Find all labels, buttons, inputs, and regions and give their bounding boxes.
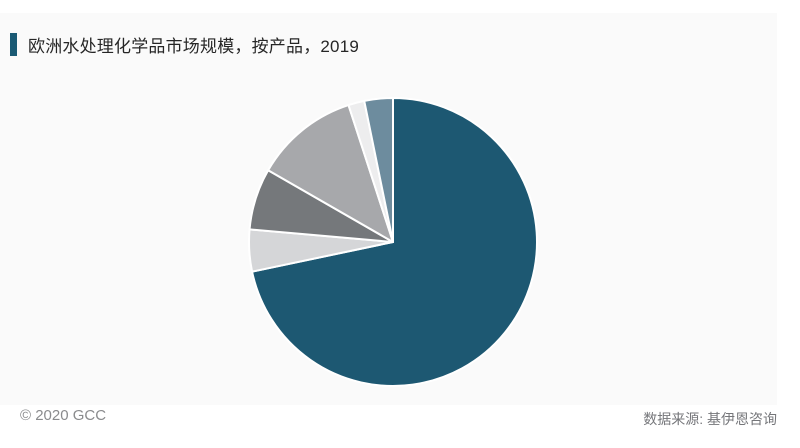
chart-title: 欧洲水处理化学品市场规模，按产品，2019 — [28, 37, 360, 56]
chart-header: 欧洲水处理化学品市场规模，按产品，2019 — [10, 32, 359, 57]
chart-card: 欧洲水处理化学品市场规模，按产品，2019 — [0, 13, 777, 405]
copyright-text: © 2020 GCC — [20, 407, 107, 424]
pie-chart — [248, 97, 538, 387]
pie-chart-container — [247, 96, 539, 388]
pie-slice — [363, 97, 394, 243]
title-accent-bar — [10, 33, 17, 56]
pie-slice — [251, 97, 538, 387]
pie-slice — [267, 104, 394, 243]
data-source-text: 数据来源: 基伊恩咨询 — [643, 411, 777, 427]
